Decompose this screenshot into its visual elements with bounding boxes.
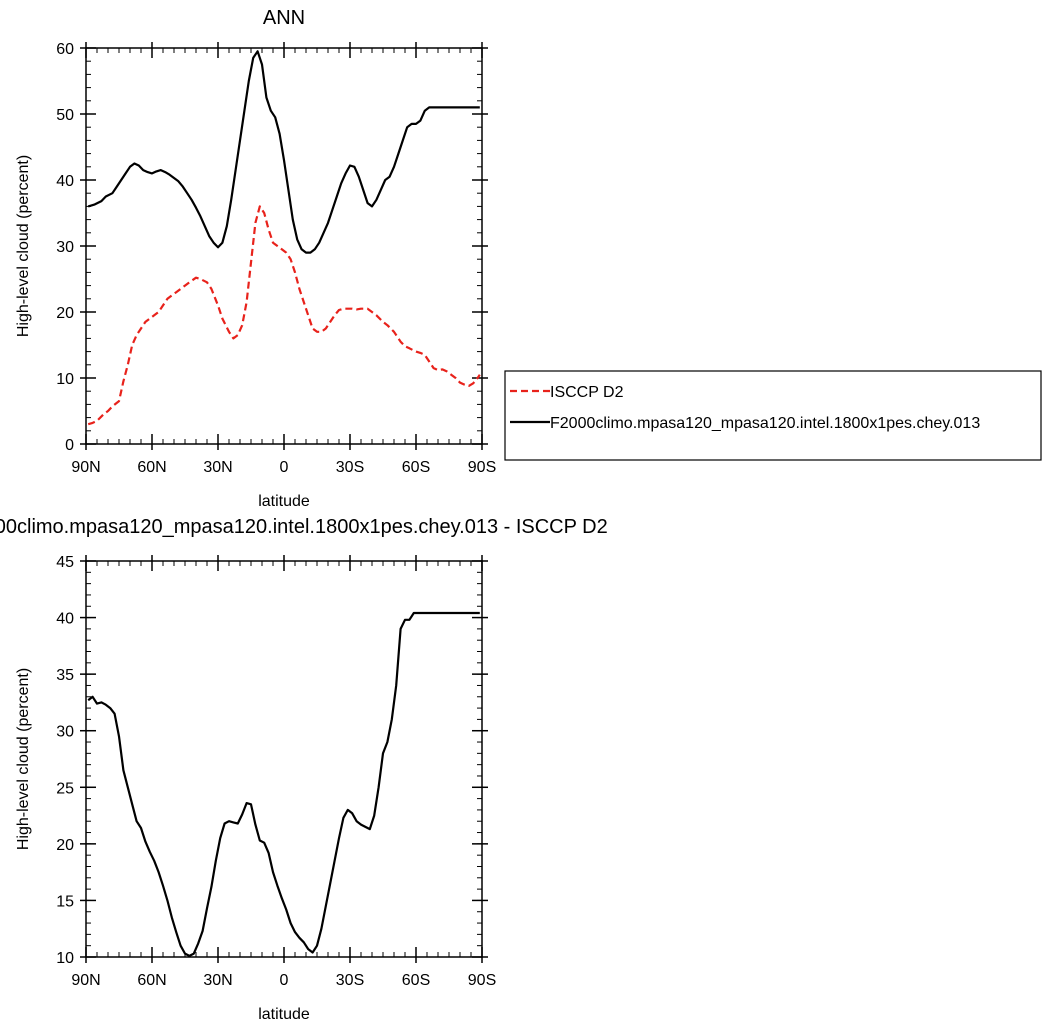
y-tick-label: 10: [56, 950, 74, 967]
y-tick-label: 10: [56, 371, 74, 388]
y-tick-label: 60: [56, 41, 74, 58]
legend-label-model: F2000climo.mpasa120_mpasa120.intel.1800x…: [550, 415, 980, 432]
y-tick-label: 45: [56, 554, 74, 571]
y-tick-label: 20: [56, 837, 74, 854]
chart-panel-annual: ANN latitude High-level cloud (percent) …: [15, 7, 496, 510]
x-tick-label: 0: [280, 459, 289, 476]
chart-title: F2000climo.mpasa120_mpasa120.intel.1800x…: [0, 516, 608, 538]
x-tick-label: 30S: [336, 459, 364, 476]
y-tick-label: 40: [56, 611, 74, 628]
plot-frame: [85, 47, 483, 445]
legend: ISCCP D2 F2000climo.mpasa120_mpasa120.in…: [504, 370, 1042, 461]
plot-frame: [85, 560, 483, 958]
x-tick-label: 0: [280, 972, 289, 989]
y-axis-label: High-level cloud (percent): [15, 668, 32, 850]
x-tick-label: 60S: [402, 972, 430, 989]
x-tick-label: 90N: [71, 459, 100, 476]
x-axis-label: latitude: [258, 493, 310, 510]
axis-ticks: 90N 60N 30N 0 30S 60S 90S 0 10 20 30 40 50 60: [56, 41, 496, 476]
x-tick-label: 60N: [137, 972, 166, 989]
series-line-0: [87, 611, 480, 958]
y-tick-label: 40: [56, 173, 74, 190]
legend-box: [504, 370, 1042, 461]
y-tick-label: 0: [65, 437, 74, 454]
x-tick-label: 90S: [468, 459, 496, 476]
y-tick-label: 35: [56, 667, 74, 684]
series-line-1: [87, 50, 480, 254]
x-tick-label: 30S: [336, 972, 364, 989]
x-tick-label: 30N: [203, 459, 232, 476]
series-group: [87, 50, 481, 426]
y-tick-label: 25: [56, 780, 74, 797]
y-tick-label: 30: [56, 239, 74, 256]
x-tick-label: 60S: [402, 459, 430, 476]
x-axis-label: latitude: [258, 1006, 310, 1023]
axis-ticks: 90N 60N 30N 0 30S 60S 90S 10 15 20 25 30 35 40 45: [56, 554, 496, 989]
y-tick-label: 20: [56, 305, 74, 322]
series-group: [87, 611, 480, 958]
series-line-0: [87, 205, 481, 426]
y-tick-label: 50: [56, 107, 74, 124]
x-tick-label: 90N: [71, 972, 100, 989]
y-tick-label: 15: [56, 893, 74, 910]
legend-label-isccp: ISCCP D2: [550, 384, 624, 401]
chart-panel-difference: F2000climo.mpasa120_mpasa120.intel.1800x…: [0, 516, 608, 1023]
x-tick-label: 30N: [203, 972, 232, 989]
y-tick-label: 30: [56, 724, 74, 741]
x-tick-label: 90S: [468, 972, 496, 989]
chart-title: ANN: [263, 7, 305, 29]
x-tick-label: 60N: [137, 459, 166, 476]
y-axis-label: High-level cloud (percent): [15, 155, 32, 337]
